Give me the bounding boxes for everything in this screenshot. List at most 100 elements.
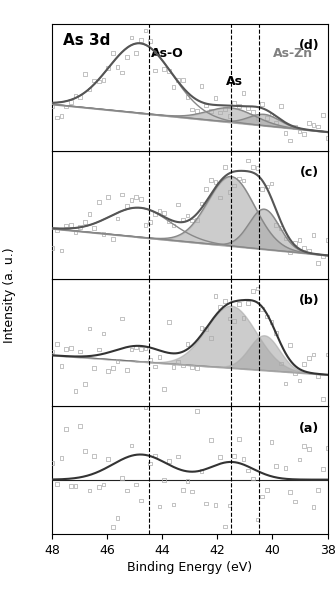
Point (138, 344, 143, 353)
Point (77, 92, 83, 101)
Point (213, 500, 218, 510)
Text: Intensity (a. u.): Intensity (a. u.) (3, 247, 16, 343)
Point (264, 485, 269, 494)
Point (250, 107, 256, 117)
Point (246, 466, 251, 475)
Point (77, 347, 83, 356)
Point (232, 316, 237, 326)
Point (325, 133, 330, 143)
Point (278, 359, 284, 368)
Point (185, 476, 190, 486)
Point (54, 113, 59, 122)
Point (236, 101, 242, 111)
Point (269, 179, 274, 188)
Point (119, 68, 125, 77)
Point (306, 353, 311, 363)
Point (54, 479, 59, 489)
Point (274, 118, 279, 127)
Point (283, 379, 288, 388)
Point (64, 101, 69, 111)
Point (64, 221, 69, 230)
Point (185, 92, 190, 101)
Point (96, 197, 101, 206)
Point (297, 376, 302, 385)
Point (124, 52, 129, 61)
Point (110, 234, 116, 244)
Point (133, 480, 139, 489)
Point (259, 492, 265, 502)
Point (148, 37, 153, 46)
Point (250, 162, 256, 172)
Point (250, 286, 256, 296)
Point (320, 464, 326, 474)
Text: As-Zn: As-Zn (272, 47, 312, 60)
Point (175, 75, 181, 84)
Point (115, 356, 120, 366)
Point (264, 312, 269, 322)
Point (124, 486, 129, 495)
Point (124, 201, 129, 211)
Point (278, 531, 284, 540)
Point (101, 229, 106, 238)
Point (208, 435, 214, 445)
Point (106, 192, 111, 202)
Point (311, 230, 316, 240)
Point (259, 304, 265, 314)
Text: (c): (c) (300, 166, 319, 179)
Point (59, 245, 64, 255)
Point (190, 362, 195, 372)
Point (129, 345, 134, 355)
Point (190, 487, 195, 496)
Point (157, 502, 162, 511)
Point (119, 314, 125, 323)
Point (259, 184, 265, 194)
Point (115, 63, 120, 72)
Point (171, 362, 176, 372)
Point (227, 314, 232, 323)
Point (143, 402, 148, 412)
Point (194, 106, 200, 116)
Point (110, 48, 116, 57)
Point (297, 127, 302, 136)
Point (175, 358, 181, 367)
Point (208, 107, 214, 116)
Point (54, 225, 59, 234)
Point (180, 75, 185, 84)
Point (49, 101, 55, 110)
Point (68, 343, 74, 353)
Point (115, 513, 120, 523)
Point (222, 522, 227, 531)
Point (208, 175, 214, 185)
Point (199, 81, 204, 91)
Point (106, 366, 111, 376)
Point (316, 258, 321, 268)
Point (264, 182, 269, 191)
Point (213, 93, 218, 103)
Point (106, 454, 111, 464)
Point (316, 485, 321, 494)
Point (96, 77, 101, 86)
Point (162, 476, 167, 485)
Point (171, 500, 176, 509)
Point (278, 223, 284, 232)
Point (199, 199, 204, 208)
Point (129, 32, 134, 42)
Point (227, 112, 232, 121)
Point (208, 333, 214, 342)
Text: As-O: As-O (151, 47, 184, 60)
Point (185, 211, 190, 220)
Point (232, 451, 237, 460)
Point (73, 91, 78, 100)
Point (292, 238, 298, 248)
Point (82, 69, 87, 78)
Point (59, 112, 64, 121)
Point (138, 195, 143, 204)
Point (311, 120, 316, 130)
Point (278, 101, 284, 110)
Point (194, 363, 200, 373)
Point (241, 454, 246, 464)
Point (264, 113, 269, 123)
Point (199, 323, 204, 332)
Point (246, 298, 251, 307)
Point (110, 522, 116, 532)
